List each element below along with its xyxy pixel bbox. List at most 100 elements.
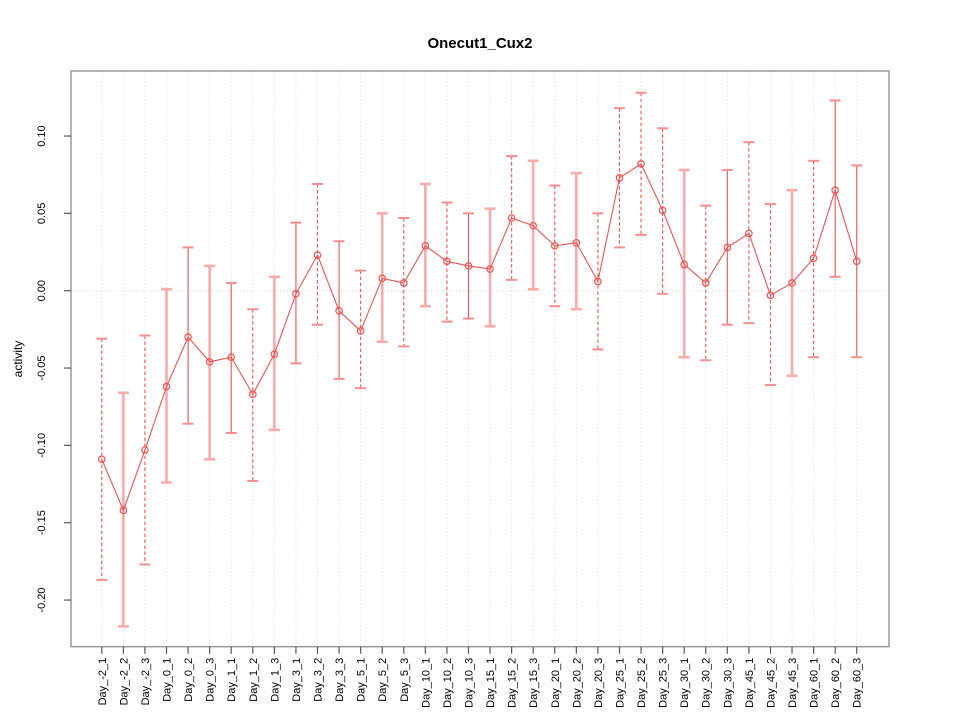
x-tick-label: Day_30_3 — [722, 658, 734, 708]
data-point-marker — [141, 446, 149, 454]
x-tick-label: Day_-2_3 — [140, 658, 152, 706]
error-bar — [570, 171, 582, 311]
data-point-marker — [615, 173, 624, 182]
error-bar — [376, 212, 388, 344]
error-bar — [441, 201, 453, 323]
error-bar — [635, 91, 647, 237]
x-tick-label: Day_60_2 — [830, 658, 842, 708]
y-tick-label: -0.20 — [36, 588, 48, 613]
frame-layer — [70, 70, 890, 648]
x-tick-label: Day_10_1 — [420, 658, 432, 708]
data-point-marker — [98, 455, 106, 464]
data-point-marker — [852, 257, 861, 266]
y-tick-label: -0.05 — [36, 355, 48, 380]
y-tick-label: -0.15 — [36, 510, 48, 535]
error-bar — [527, 159, 539, 291]
x-tick-label: Day_1_2 — [248, 658, 260, 702]
x-tick-label: Day_15_2 — [507, 658, 519, 708]
data-point-marker — [399, 279, 408, 287]
data-point-marker — [205, 358, 214, 366]
error-bar — [204, 264, 216, 461]
x-tick-label: Day_0_1 — [162, 658, 174, 702]
data-point-marker — [594, 277, 602, 286]
data-point-marker — [788, 279, 796, 287]
data-point-marker — [443, 257, 451, 266]
x-tick-label: Day_-2_2 — [118, 658, 130, 706]
chart-title: Onecut1_Cux2 — [427, 35, 532, 52]
x-tick-label: Day_45_2 — [765, 658, 777, 708]
series-layer — [96, 91, 863, 628]
data-point-marker — [572, 238, 581, 247]
x-tick-label: Day_1_3 — [269, 658, 281, 702]
data-point-marker — [637, 160, 645, 168]
data-point-marker — [507, 214, 516, 222]
x-tick-label: Day_20_3 — [593, 658, 605, 708]
data-point-marker — [486, 265, 494, 273]
data-point-marker — [421, 242, 430, 250]
data-point-marker — [658, 206, 667, 215]
x-tick-label: Day_60_1 — [809, 658, 821, 708]
data-point-marker — [550, 242, 559, 250]
data-point-marker — [745, 229, 753, 238]
data-point-marker — [529, 221, 538, 230]
error-bar — [398, 217, 410, 348]
x-tick-label: Day_45_1 — [744, 658, 756, 708]
x-tick-label: Day_20_1 — [550, 658, 562, 708]
y-tick-label: 0.00 — [36, 280, 48, 301]
error-bar — [419, 182, 431, 308]
x-tick-label: Day_60_3 — [852, 658, 864, 708]
x-tick-label: Day_15_1 — [485, 658, 497, 708]
error-bar — [484, 207, 496, 328]
data-point-marker — [378, 274, 387, 283]
x-tick-label: Day_5_3 — [399, 658, 411, 702]
x-tick-label: Day_0_2 — [183, 658, 195, 702]
error-bar — [182, 246, 194, 425]
y-tick-label: -0.10 — [36, 433, 48, 458]
x-tick-label: Day_3_1 — [291, 658, 303, 702]
x-tick-label: Day_10_3 — [463, 658, 475, 708]
y-tick-label: 0.10 — [36, 125, 48, 146]
x-tick-label: Day_-2_1 — [97, 658, 109, 706]
plot-border — [70, 70, 890, 648]
x-tick-label: Day_1_1 — [226, 658, 238, 702]
data-point-marker — [248, 390, 257, 399]
x-tick-label: Day_25_1 — [614, 658, 626, 708]
x-tick-label: Day_25_2 — [636, 658, 648, 708]
data-point-marker — [270, 350, 279, 358]
data-point-marker — [292, 289, 300, 298]
x-tick-label: Day_15_3 — [528, 658, 540, 708]
data-point-marker — [766, 291, 775, 300]
data-point-marker — [162, 382, 171, 391]
data-point-marker — [335, 307, 343, 315]
x-tick-label: Day_0_3 — [205, 658, 217, 702]
data-point-marker — [119, 506, 128, 515]
error-bar — [613, 107, 625, 249]
data-point-marker — [313, 251, 322, 259]
data-point-marker — [464, 262, 473, 270]
data-point-marker — [809, 254, 818, 263]
error-bar — [312, 182, 323, 326]
error-bar — [743, 141, 755, 325]
x-tick-label: Day_5_2 — [377, 658, 389, 702]
error-bar — [700, 204, 712, 362]
x-tick-label: Day_3_2 — [313, 658, 325, 702]
x-tick-label: Day_5_1 — [356, 658, 368, 702]
data-point-marker — [680, 260, 688, 269]
data-point-marker — [831, 186, 839, 194]
data-point-marker — [227, 353, 236, 362]
x-tick-label: Day_30_2 — [701, 658, 713, 708]
x-tick-label: Day_3_3 — [334, 658, 346, 702]
x-tick-label: Day_25_3 — [658, 658, 670, 708]
y-axis-title: activity — [11, 341, 25, 378]
y-tick-label: 0.05 — [36, 203, 48, 224]
data-point-marker — [356, 327, 365, 335]
axis-layer: -0.20 -0.15 -0.10 -0.05 0.00 0.05 0.10 Day_-2_1… — [36, 125, 864, 708]
x-tick-label: Day_45_3 — [787, 658, 799, 708]
grid-layer — [71, 71, 889, 647]
data-point-marker — [723, 243, 732, 252]
data-point-marker — [701, 279, 710, 287]
data-point-marker — [184, 333, 192, 341]
error-bar — [355, 269, 367, 390]
